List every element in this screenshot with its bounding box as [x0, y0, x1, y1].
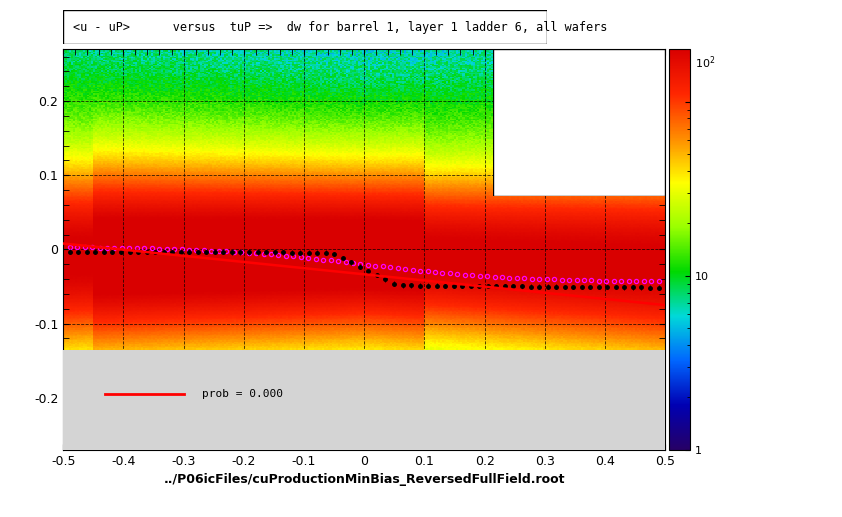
- Text: Mean y   -0.02335: Mean y -0.02335: [501, 131, 608, 144]
- Text: $10^2$: $10^2$: [695, 54, 715, 71]
- Text: RMS y     0.1014: RMS y 0.1014: [501, 180, 597, 193]
- Text: RMS x     0.2673: RMS x 0.2673: [501, 156, 597, 169]
- Text: Entries    3419607: Entries 3419607: [501, 82, 610, 95]
- Text: <u - uP>      versus  tuP =>  dw for barrel 1, layer 1 ladder 6, all wafers: <u - uP> versus tuP => dw for barrel 1, …: [73, 21, 607, 34]
- X-axis label: ../P06icFiles/cuProductionMinBias_ReversedFullField.root: ../P06icFiles/cuProductionMinBias_Revers…: [163, 473, 565, 486]
- Text: dutuP1006: dutuP1006: [543, 57, 615, 70]
- Text: Mean x   -0.009572: Mean x -0.009572: [501, 107, 616, 119]
- Bar: [63, 349, 665, 450]
- Text: prob = 0.000: prob = 0.000: [201, 389, 283, 399]
